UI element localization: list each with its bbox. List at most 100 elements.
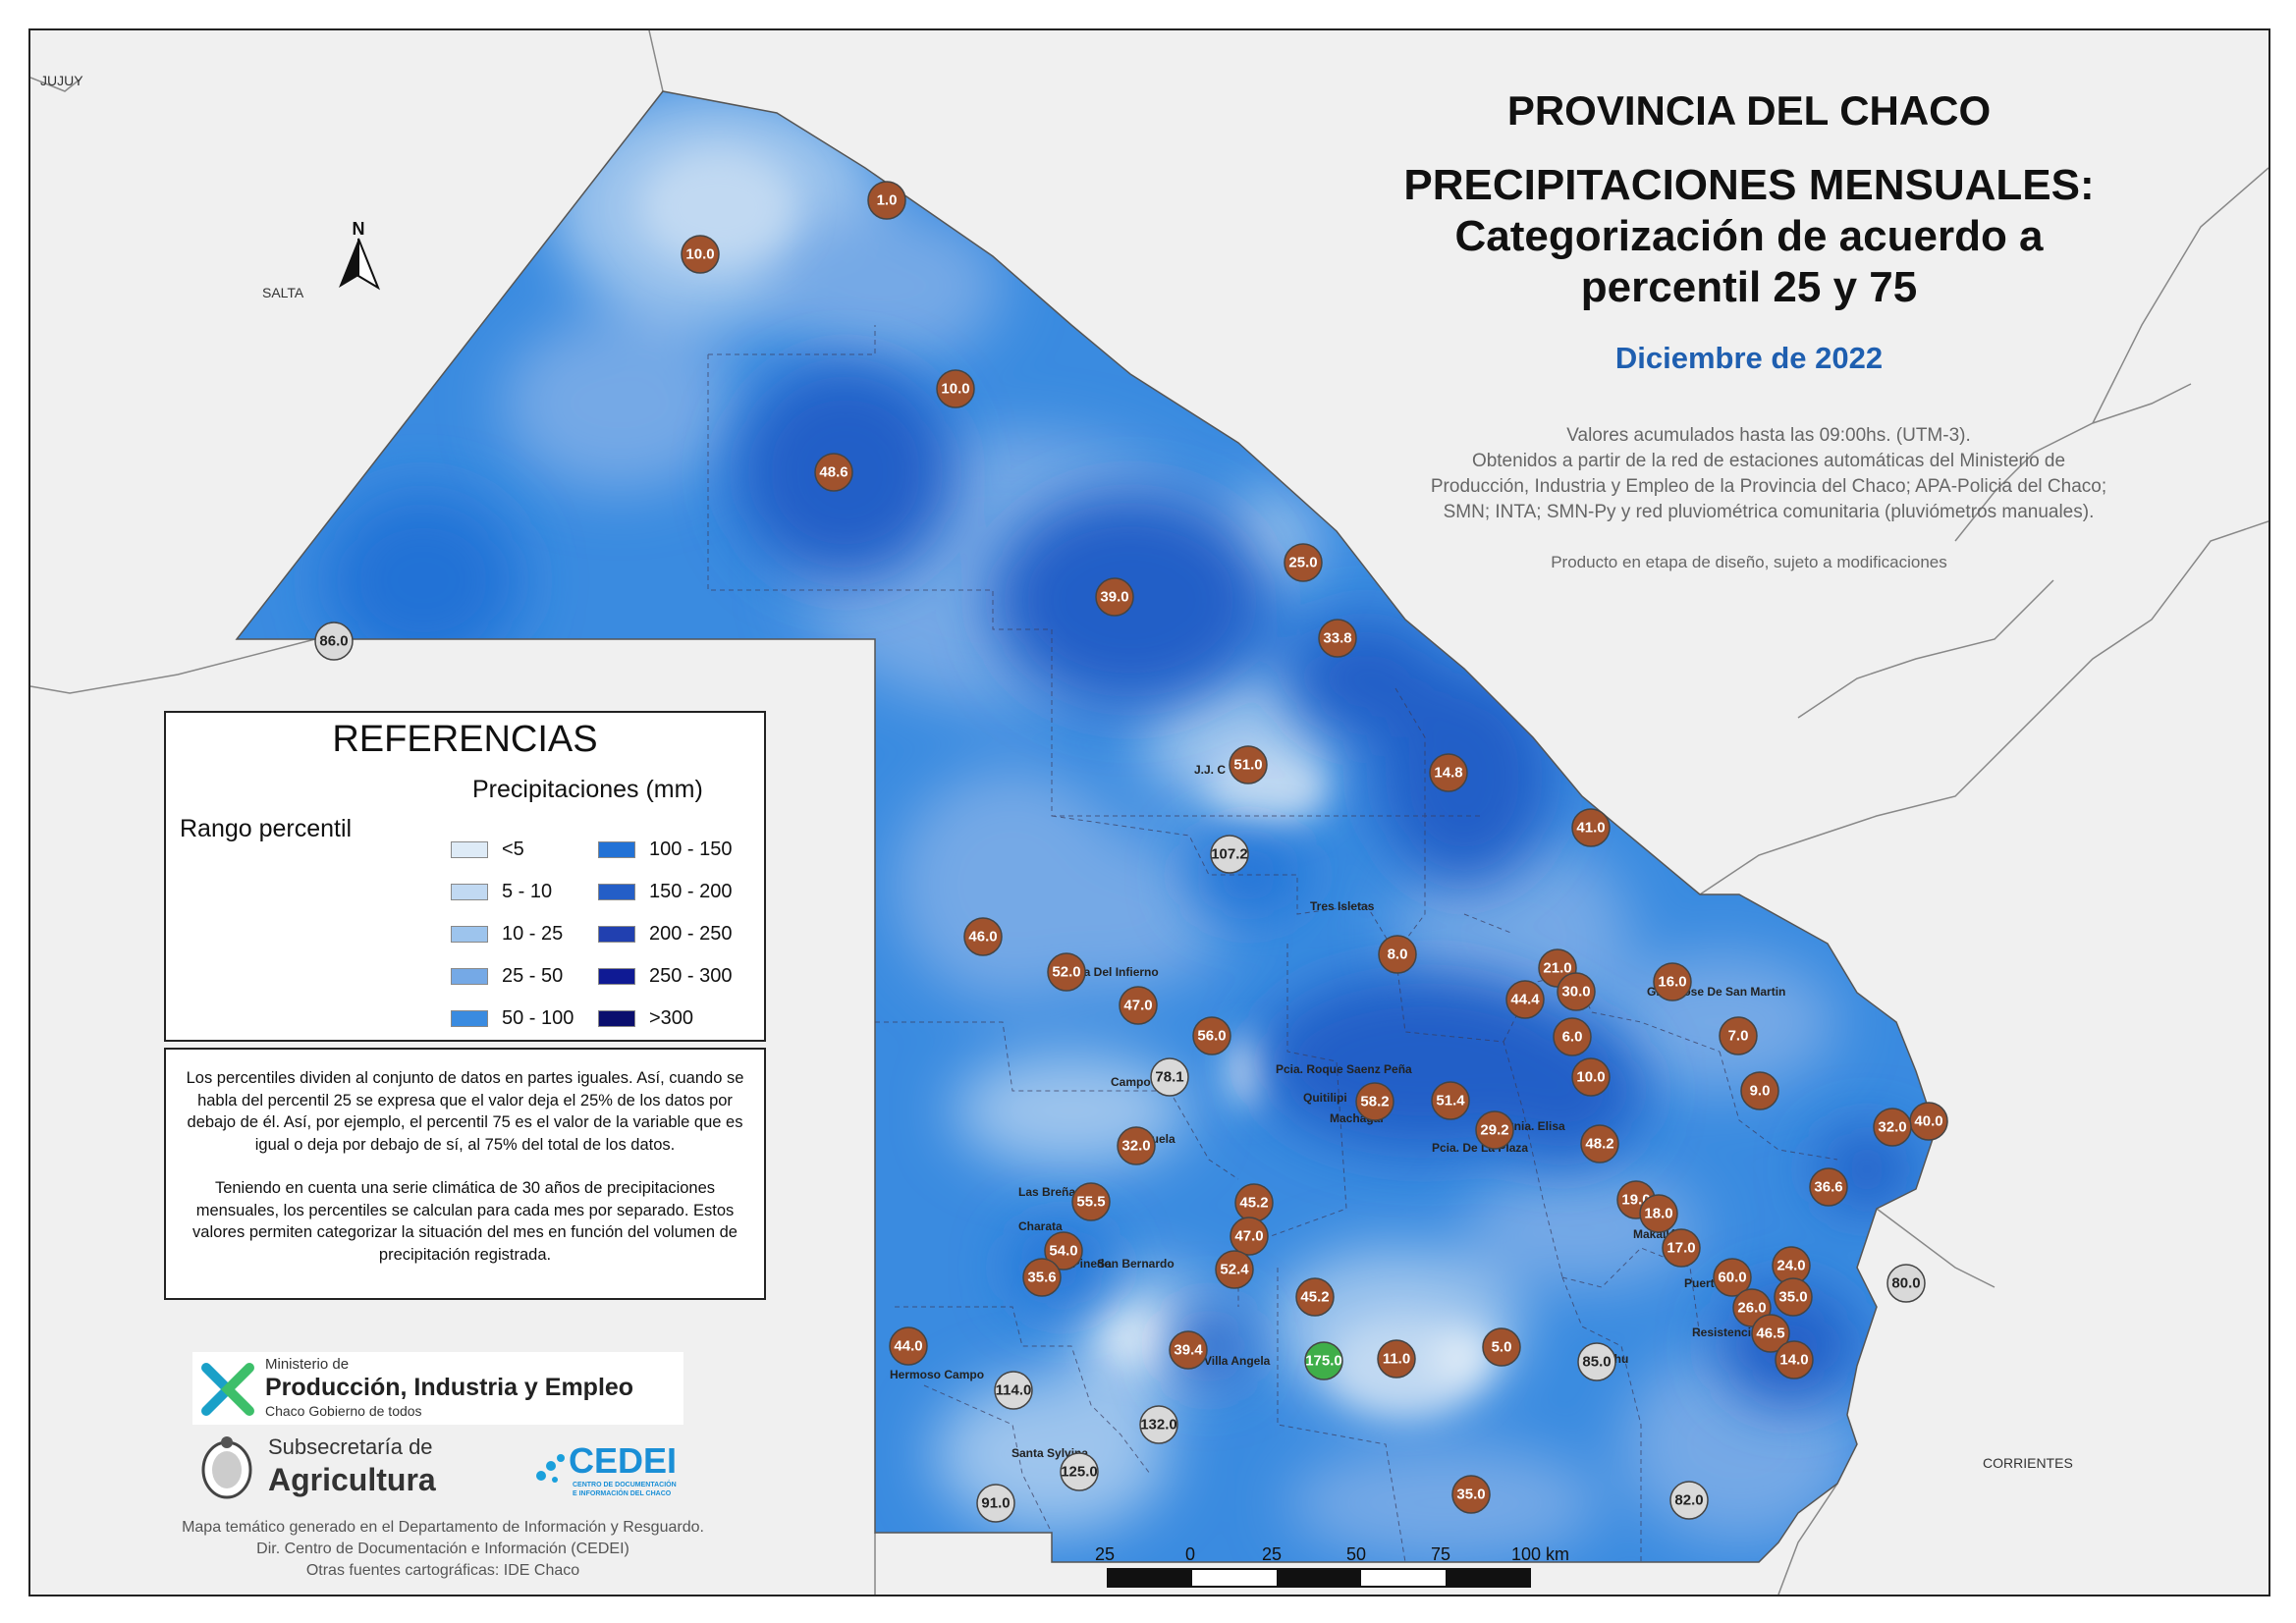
station-marker: 35.0 xyxy=(1774,1277,1813,1317)
station-marker: 36.6 xyxy=(1809,1167,1848,1207)
station-value: 1.0 xyxy=(877,192,898,209)
station-value: 51.0 xyxy=(1233,757,1262,774)
station-value: 54.0 xyxy=(1049,1243,1077,1260)
legend-precip-label: Precipitaciones (mm) xyxy=(472,776,703,803)
footer-line: Otras fuentes cartográficas: IDE Chaco xyxy=(305,1562,580,1579)
station-value: 5.0 xyxy=(1492,1339,1512,1356)
legend-title: REFERENCIAS xyxy=(332,719,598,760)
legend-class: <5 xyxy=(451,839,524,861)
station-marker: 9.0 xyxy=(1740,1071,1779,1110)
station-value: 36.6 xyxy=(1814,1179,1842,1196)
legend-swatch xyxy=(598,841,635,859)
north-arrow-icon: N xyxy=(339,219,381,291)
station-value: 29.2 xyxy=(1480,1122,1508,1139)
salta-label: SALTA xyxy=(262,285,304,300)
subtitle-line: percentil 25 y 75 xyxy=(1580,263,1918,311)
station-circle xyxy=(1377,1339,1416,1379)
place-label: J.J. C xyxy=(1194,763,1226,777)
station-marker: 35.0 xyxy=(1451,1475,1491,1514)
subtitle-line: PRECIPITACIONES MENSUALES: xyxy=(1403,161,2095,209)
station-marker: 85.0 xyxy=(1577,1342,1616,1381)
map-frame: JUJUY SALTA CORRIENTES N J.J. C Tres Isl… xyxy=(28,28,2270,1596)
legend-class-label: 10 - 25 xyxy=(502,923,564,945)
station-value: 80.0 xyxy=(1891,1275,1920,1292)
footer-line: Mapa temático generado en el Departament… xyxy=(182,1519,704,1536)
ministerio-x-icon xyxy=(201,1363,254,1416)
station-circle xyxy=(1117,1126,1156,1165)
station-circle xyxy=(1169,1330,1208,1370)
station-value: 114.0 xyxy=(996,1382,1032,1399)
station-marker: 52.0 xyxy=(1047,952,1086,992)
station-value: 85.0 xyxy=(1582,1354,1611,1371)
legend-swatch xyxy=(451,841,488,859)
station-marker: 86.0 xyxy=(314,622,354,661)
station-value: 32.0 xyxy=(1121,1138,1150,1155)
station-value: 175.0 xyxy=(1305,1353,1342,1370)
station-circle xyxy=(1505,980,1545,1019)
ministerio-sub: Chaco Gobierno de todos xyxy=(265,1403,422,1419)
legend-swatch xyxy=(598,1010,635,1028)
station-value: 35.6 xyxy=(1027,1270,1056,1286)
station-marker: 39.0 xyxy=(1095,577,1134,617)
legend-range-panel xyxy=(166,770,380,854)
station-circle xyxy=(994,1371,1033,1410)
station-value: 8.0 xyxy=(1388,947,1408,963)
station-marker: 10.0 xyxy=(1571,1057,1611,1097)
station-value: 48.6 xyxy=(819,464,847,481)
station-value: 35.0 xyxy=(1456,1487,1485,1503)
station-value: 30.0 xyxy=(1561,984,1590,1001)
station-marker: 16.0 xyxy=(1653,962,1692,1001)
station-marker: 40.0 xyxy=(1909,1102,1948,1141)
station-value: 21.0 xyxy=(1543,960,1571,977)
legend-class: 25 - 50 xyxy=(451,965,563,988)
place-label: Resistencia xyxy=(1692,1325,1758,1339)
legend-box: REFERENCIAS Rango percentil Precipitacio… xyxy=(164,711,766,1042)
place-label: San Bernardo xyxy=(1097,1257,1175,1271)
station-circle xyxy=(1662,1228,1701,1268)
ministerio-small: Ministerio de xyxy=(265,1356,350,1373)
place-label: Pcia. De La Plaza xyxy=(1432,1141,1528,1155)
station-value: 10.0 xyxy=(1576,1069,1605,1086)
station-circle xyxy=(1215,1250,1254,1289)
scale-tick: 0 xyxy=(1185,1544,1196,1564)
station-value: 51.4 xyxy=(1436,1093,1465,1109)
station-marker: 7.0 xyxy=(1719,1016,1758,1055)
station-circle xyxy=(889,1326,928,1366)
legend-class: 10 - 25 xyxy=(451,923,563,946)
station-circle xyxy=(1295,1277,1335,1317)
station-circle xyxy=(1740,1071,1779,1110)
place-label: Quitilipi xyxy=(1303,1091,1347,1105)
coat-of-arms-icon xyxy=(201,1436,252,1499)
legend-class: 200 - 250 xyxy=(598,923,733,946)
station-circle xyxy=(963,917,1003,956)
station-circle xyxy=(1071,1182,1111,1221)
station-value: 78.1 xyxy=(1155,1069,1183,1086)
station-value: 35.0 xyxy=(1778,1289,1807,1306)
station-value: 47.0 xyxy=(1234,1228,1263,1245)
station-marker: 11.0 xyxy=(1377,1339,1416,1379)
note-line: Obtenidos a partir de la red de estacion… xyxy=(1471,451,2066,471)
station-marker: 1.0 xyxy=(867,181,906,220)
station-value: 45.2 xyxy=(1239,1195,1268,1212)
station-value: 52.0 xyxy=(1052,964,1080,981)
station-circle xyxy=(1378,935,1417,974)
station-marker: 44.4 xyxy=(1505,980,1545,1019)
station-circle xyxy=(1774,1277,1813,1317)
station-value: 55.5 xyxy=(1076,1194,1105,1211)
cedei-logo: CEDEI CENTRO DE DOCUMENTACIÓN E INFORMAC… xyxy=(533,1440,730,1509)
station-marker: 14.0 xyxy=(1775,1340,1814,1380)
station-value: 10.0 xyxy=(941,381,969,398)
scale-tick: 75 xyxy=(1431,1544,1451,1564)
agricultura-name: Agricultura xyxy=(268,1462,436,1497)
legend-class: 50 - 100 xyxy=(451,1007,574,1030)
station-circle xyxy=(1044,1231,1083,1271)
station-marker: 24.0 xyxy=(1772,1246,1811,1285)
station-marker: 55.5 xyxy=(1071,1182,1111,1221)
station-circle xyxy=(1775,1340,1814,1380)
station-circle xyxy=(814,453,853,492)
scale-bar-graphic xyxy=(1107,1568,1531,1588)
station-marker: 46.5 xyxy=(1751,1314,1790,1353)
station-value: 33.8 xyxy=(1323,630,1351,647)
legend-swatch xyxy=(598,926,635,944)
station-marker: 54.0 xyxy=(1044,1231,1083,1271)
